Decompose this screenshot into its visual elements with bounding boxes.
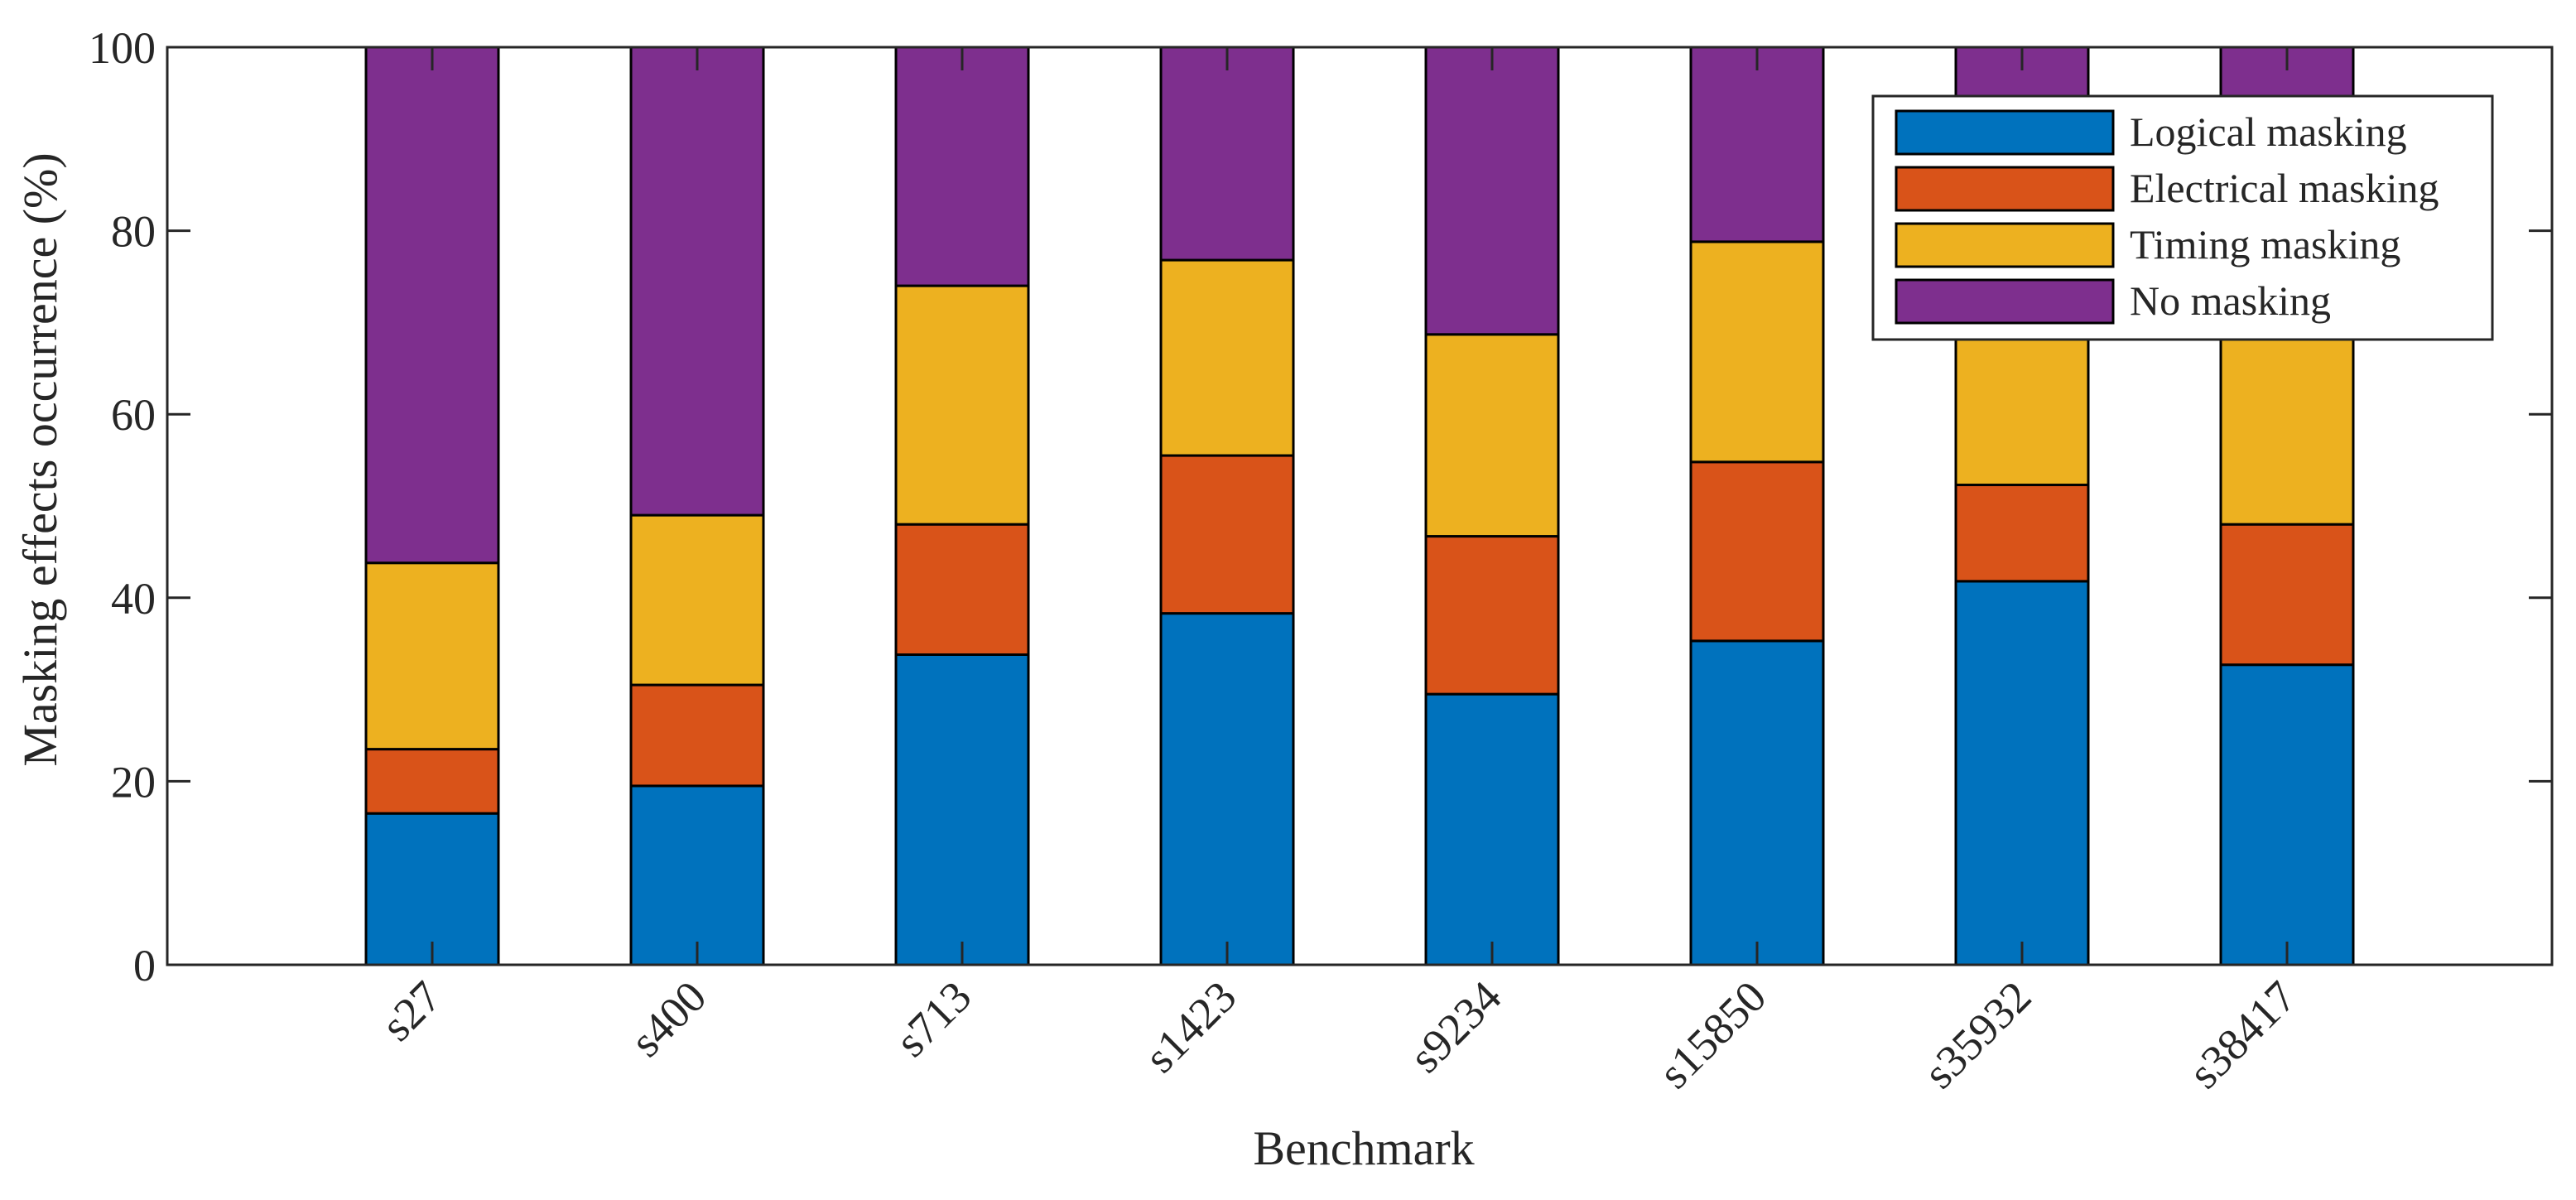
legend-label: Electrical masking [2130, 165, 2439, 211]
y-tick-label: 20 [111, 757, 156, 807]
bar-s9234-timing-masking [1424, 333, 1560, 538]
bar-s27-no-masking [364, 46, 500, 565]
bar-s713-logical-masking [894, 653, 1030, 966]
plot-frame [166, 46, 2554, 966]
bar-s713-timing-masking [894, 284, 1030, 526]
y-tick-labels: 0 20 40 60 80 100 [89, 23, 156, 990]
bar-s27-timing-masking [364, 561, 500, 751]
bar-s15850-no-masking [1689, 46, 1825, 243]
bar-s400-no-masking [629, 46, 765, 517]
bar-s1423-no-masking [1159, 46, 1295, 262]
bar-s38417-electrical-masking [2219, 523, 2355, 667]
x-axis-label: Benchmark [1253, 1121, 1474, 1175]
y-axis-label: Masking effects occurrence (%) [13, 152, 67, 766]
bar-s35932-logical-masking [1954, 580, 2090, 966]
bar-s15850-electrical-masking [1689, 460, 1825, 643]
legend-label: Timing masking [2130, 221, 2400, 267]
bar-s9234-no-masking [1424, 46, 1560, 336]
y-tick-label: 60 [111, 390, 156, 440]
bar-s400-timing-masking [629, 513, 765, 687]
bar-s9234-logical-masking [1424, 692, 1560, 966]
y-tick-label: 40 [111, 574, 156, 624]
legend: Logical masking Electrical masking Timing … [1871, 94, 2494, 341]
bar-s27-logical-masking [364, 812, 500, 966]
legend-label: No masking [2130, 277, 2331, 324]
bar-s27-electrical-masking [364, 748, 500, 815]
bar-s15850-logical-masking [1689, 639, 1825, 966]
legend-swatch [1895, 109, 2115, 156]
legend-label: Logical masking [2130, 108, 2407, 155]
legend-swatch [1895, 166, 2115, 212]
bar-s38417-timing-masking [2219, 320, 2355, 526]
bar-s38417-logical-masking [2219, 663, 2355, 966]
bar-s1423-electrical-masking [1159, 454, 1295, 615]
bar-s1423-logical-masking [1159, 612, 1295, 966]
bar-s400-logical-masking [629, 784, 765, 966]
y-tick-label: 100 [89, 23, 156, 73]
axes-layer [166, 46, 2554, 966]
y-tick-label: 0 [133, 941, 156, 990]
legend-swatch [1895, 222, 2115, 268]
bar-s1423-timing-masking [1159, 258, 1295, 457]
bar-s15850-timing-masking [1689, 240, 1825, 464]
bar-s9234-electrical-masking [1424, 535, 1560, 696]
bar-s713-no-masking [894, 46, 1030, 287]
bar-s400-electrical-masking [629, 683, 765, 788]
legend-swatch [1895, 278, 2115, 325]
bar-s713-electrical-masking [894, 523, 1030, 656]
y-tick-label: 80 [111, 207, 156, 257]
bar-s35932-electrical-masking [1954, 484, 2090, 583]
